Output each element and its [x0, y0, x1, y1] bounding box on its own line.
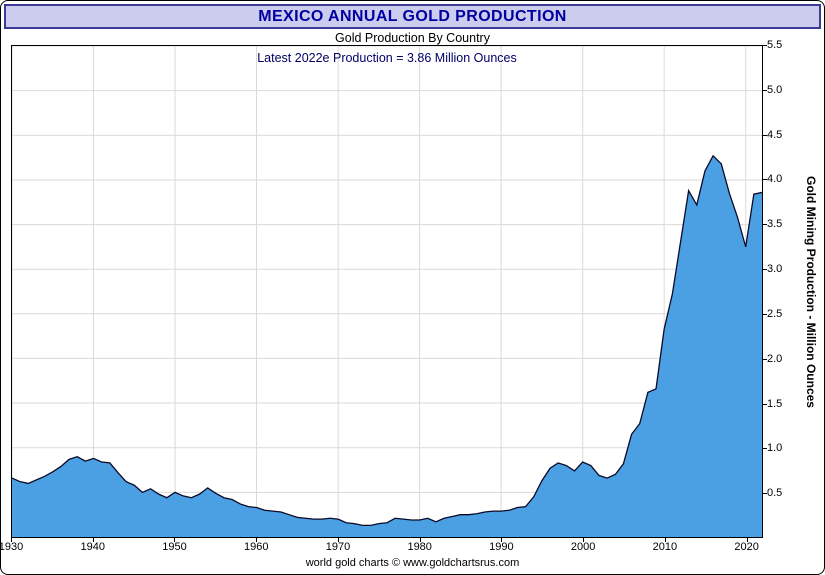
y-tick-mark	[763, 493, 767, 495]
y-tick-label: 3.5	[767, 218, 783, 231]
chart-subtitle: Gold Production By Country	[335, 31, 490, 45]
y-tick-label: 2.5	[767, 307, 783, 320]
x-tick-label: 2000	[570, 541, 596, 553]
y-tick-mark	[763, 179, 767, 181]
x-tick-label: 1980	[407, 541, 432, 553]
y-tick-mark	[763, 269, 767, 271]
x-tick-label: 2010	[652, 541, 678, 553]
y-tick-label: 1.0	[767, 442, 783, 455]
y-tick-label: 2.0	[767, 352, 783, 365]
y-tick-mark	[763, 403, 767, 405]
x-tick-mark	[174, 538, 176, 542]
y-tick-label: 4.0	[767, 173, 783, 186]
y-tick-mark	[763, 313, 767, 315]
x-tick-label: 1930	[0, 541, 24, 553]
x-tick-mark	[256, 538, 258, 542]
y-tick-label: 5.0	[767, 83, 783, 96]
x-tick-mark	[11, 538, 12, 542]
y-axis-title: Gold Mining Production - Million Ounces	[804, 175, 818, 408]
latest-production-note: Latest 2022e Production = 3.86 Million O…	[257, 51, 517, 65]
production-area-fill	[12, 155, 762, 537]
x-tick-mark	[583, 538, 585, 542]
y-tick-mark	[763, 134, 767, 136]
y-tick-label: 0.5	[767, 487, 783, 500]
x-tick-mark	[92, 538, 94, 542]
x-tick-mark	[337, 538, 339, 542]
production-line	[12, 154, 762, 527]
x-tick-label: 1960	[243, 541, 269, 553]
x-tick-label: 1970	[325, 541, 351, 553]
y-tick-mark	[763, 448, 767, 450]
chart-title: MEXICO ANNUAL GOLD PRODUCTION	[258, 7, 567, 25]
footer-credit: world gold charts © www.goldchartsrus.co…	[305, 557, 520, 569]
y-tick-mark	[763, 358, 767, 360]
x-tick-label: 1940	[80, 541, 105, 553]
y-tick-label: 3.0	[767, 263, 783, 276]
y-tick-mark	[763, 45, 767, 46]
production-area-chart	[12, 46, 762, 537]
title-bar: MEXICO ANNUAL GOLD PRODUCTION	[4, 4, 821, 29]
x-tick-label: 1990	[489, 541, 514, 553]
y-tick-label: 1.5	[767, 397, 783, 410]
x-tick-label: 1950	[162, 541, 187, 553]
plot-area: Latest 2022e Production = 3.86 Million O…	[11, 45, 763, 538]
x-tick-mark	[664, 538, 666, 542]
y-tick-mark	[763, 224, 767, 226]
x-tick-label: 2020	[734, 541, 759, 553]
y-tick-label: 4.5	[767, 128, 783, 141]
x-tick-mark	[501, 538, 503, 542]
y-tick-mark	[763, 89, 767, 91]
x-tick-mark	[419, 538, 421, 542]
x-tick-mark	[746, 538, 748, 542]
